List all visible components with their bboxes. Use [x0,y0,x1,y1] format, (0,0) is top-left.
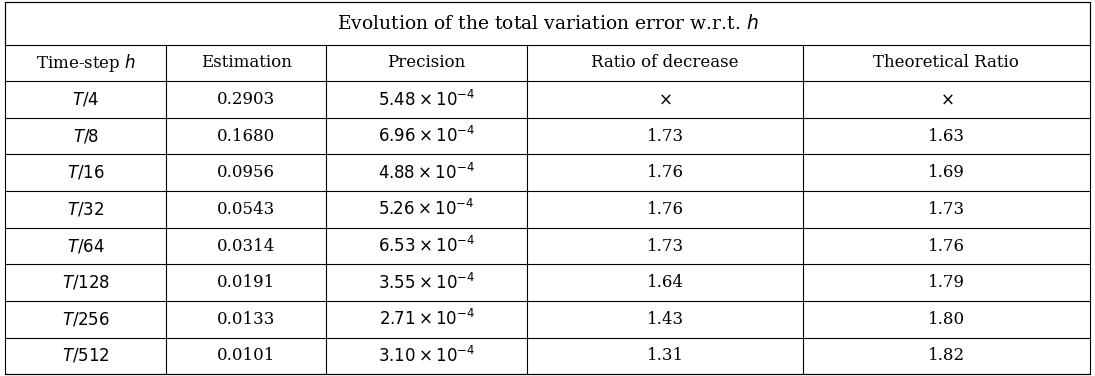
Text: $3.55 \times 10^{-4}$: $3.55 \times 10^{-4}$ [378,273,475,293]
Text: $\times$: $\times$ [940,91,954,108]
Text: 1.76: 1.76 [647,201,683,218]
Text: $T/512$: $T/512$ [61,347,110,365]
Text: Ratio of decrease: Ratio of decrease [591,55,739,71]
Text: 0.0101: 0.0101 [217,347,275,364]
Text: Time-step $h$: Time-step $h$ [36,52,136,74]
Text: 1.64: 1.64 [647,274,683,291]
Bar [5,2,1090,45]
Text: 1.73: 1.73 [927,201,965,218]
Text: 1.82: 1.82 [927,347,965,364]
Text: 0.0191: 0.0191 [217,274,275,291]
Text: $T/128$: $T/128$ [61,274,110,292]
Text: $2.71 \times 10^{-4}$: $2.71 \times 10^{-4}$ [379,309,474,329]
Text: 0.1680: 0.1680 [217,128,275,145]
Text: 1.69: 1.69 [927,164,965,181]
Text: 0.0133: 0.0133 [217,311,275,328]
Text: Precision: Precision [388,55,465,71]
Text: 1.79: 1.79 [927,274,965,291]
Text: Estimation: Estimation [200,55,291,71]
Text: Theoretical Ratio: Theoretical Ratio [874,55,1019,71]
Text: 1.73: 1.73 [646,128,683,145]
Text: $6.96 \times 10^{-4}$: $6.96 \times 10^{-4}$ [378,126,475,146]
Text: $T/256$: $T/256$ [61,310,110,328]
Text: $6.53 \times 10^{-4}$: $6.53 \times 10^{-4}$ [378,236,475,256]
Text: 1.73: 1.73 [646,238,683,255]
Text: 0.0314: 0.0314 [217,238,275,255]
Text: 0.0956: 0.0956 [217,164,275,181]
Text: $4.88 \times 10^{-4}$: $4.88 \times 10^{-4}$ [378,163,475,183]
Text: Evolution of the total variation error w.r.t. $h$: Evolution of the total variation error w… [336,14,759,33]
Text: $T/8$: $T/8$ [72,127,99,145]
Text: 1.76: 1.76 [927,238,965,255]
Text: 1.76: 1.76 [647,164,683,181]
Text: $\times$: $\times$ [658,91,672,108]
Text: 1.63: 1.63 [927,128,965,145]
Text: $T/16$: $T/16$ [67,164,105,182]
Text: $3.10 \times 10^{-4}$: $3.10 \times 10^{-4}$ [378,346,475,366]
Text: $T/64$: $T/64$ [67,237,105,255]
Text: 1.31: 1.31 [646,347,683,364]
Text: $T/32$: $T/32$ [67,200,104,218]
Text: $T/4$: $T/4$ [72,91,100,109]
Text: $5.26 \times 10^{-4}$: $5.26 \times 10^{-4}$ [379,199,475,220]
Text: 0.0543: 0.0543 [217,201,275,218]
Text: 1.80: 1.80 [927,311,965,328]
Text: 0.2903: 0.2903 [217,91,275,108]
Text: $5.48 \times 10^{-4}$: $5.48 \times 10^{-4}$ [378,89,475,110]
Text: 1.43: 1.43 [646,311,683,328]
